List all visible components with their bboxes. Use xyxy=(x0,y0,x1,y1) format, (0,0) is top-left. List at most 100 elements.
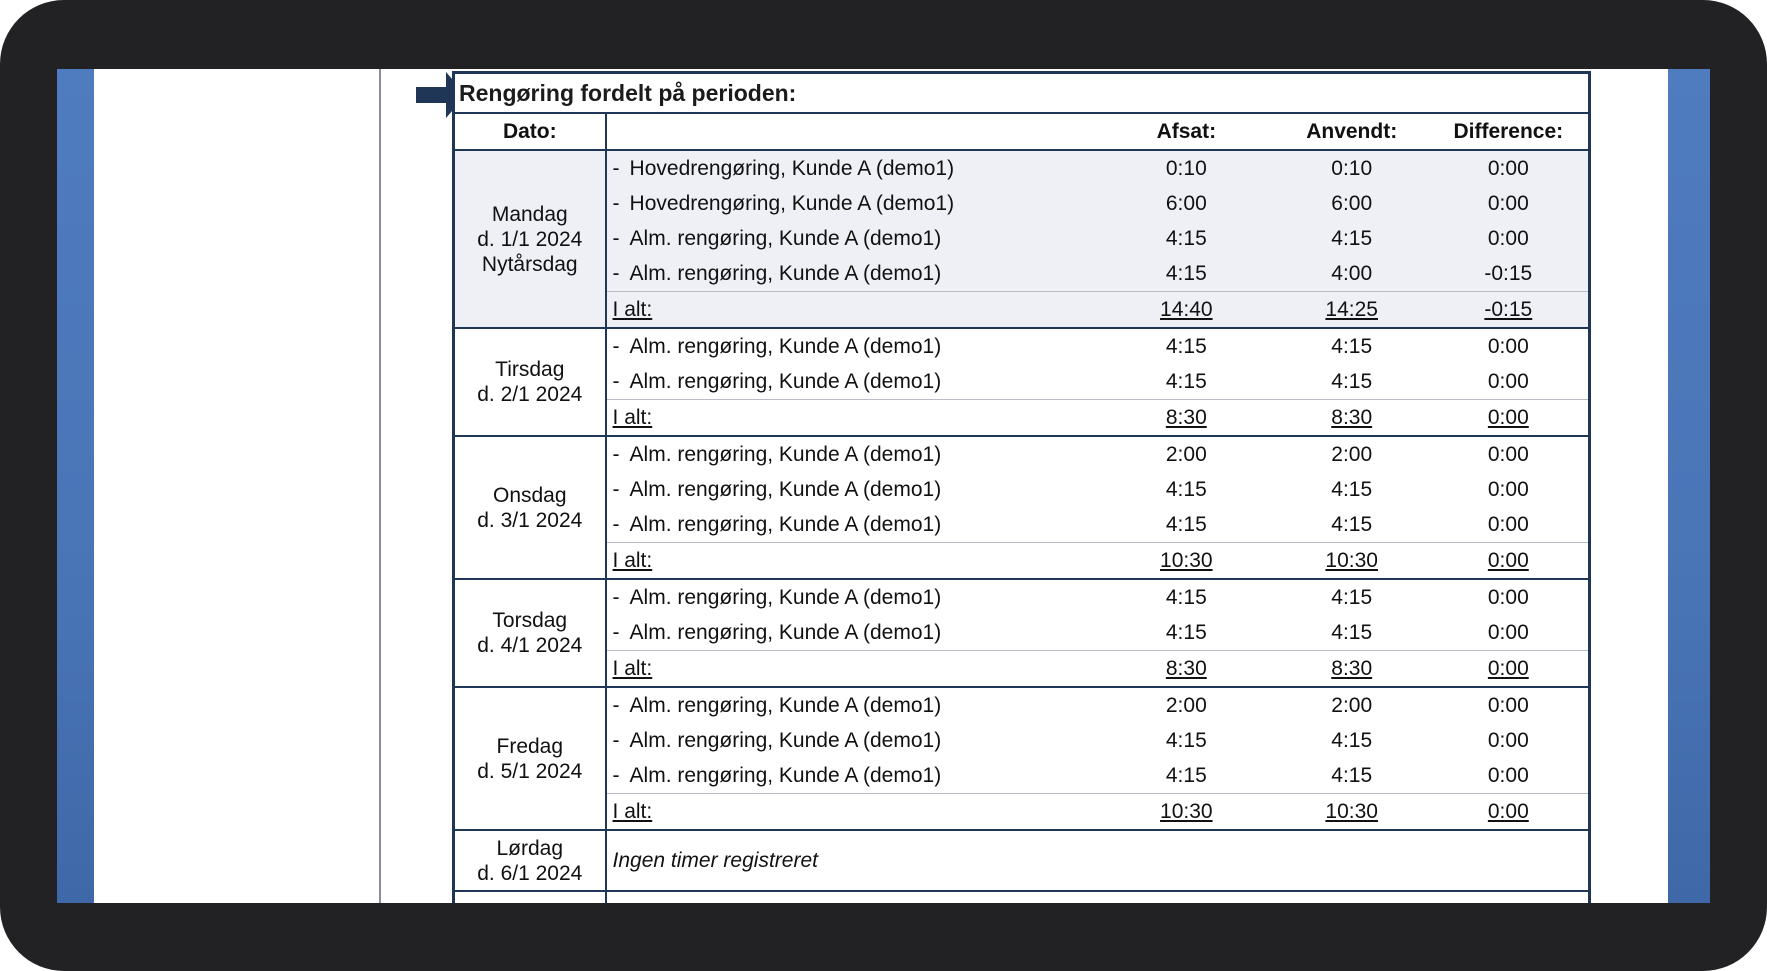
date: d. 5/1 2024 xyxy=(477,759,583,783)
total-label[interactable]: I alt: xyxy=(605,542,1098,579)
task-description: - Hovedrengøring, Kunde A (demo1) xyxy=(605,150,1098,186)
total-diff[interactable]: 0:00 xyxy=(1428,542,1588,579)
day-date-cell: Onsdag d. 3/1 2024 xyxy=(455,435,607,579)
date: d. 3/1 2024 xyxy=(477,508,583,532)
table-row: - Alm. rengøring, Kunde A (demo1) 4:15 4:15… xyxy=(455,758,1588,794)
total-used[interactable]: 10:30 xyxy=(1274,542,1429,579)
total-set[interactable]: 14:40 xyxy=(1097,291,1275,328)
table-row: Mandag d. 1/1 2024 Nytårsdag - Hovedrengørin… xyxy=(455,150,1588,328)
dash-bullet: - xyxy=(612,191,620,215)
report-page: Rengøring fordelt på perioden: Dato: xyxy=(94,69,1668,903)
task-description: - Alm. rengøring, Kunde A (demo1) xyxy=(605,578,1098,615)
total-set[interactable]: 10:30 xyxy=(1097,793,1275,830)
holiday-note: Nytårsdag xyxy=(481,252,578,276)
task-description: - Hovedrengøring, Kunde A (demo1) xyxy=(605,186,1098,221)
header-set: Afsat: xyxy=(1097,114,1275,151)
total-row: I alt: 8:30 8:30 0:00 xyxy=(455,650,1588,687)
day-date-cell: Fredag d. 5/1 2024 xyxy=(455,686,607,830)
table-row: - Alm. rengøring, Kunde A (demo1) 4:15 4:15… xyxy=(455,723,1588,758)
dash-bullet: - xyxy=(612,226,620,250)
time-diff: 0:00 xyxy=(1428,435,1588,472)
dash-bullet: - xyxy=(612,442,620,466)
day-date-cell: Lørdag d. 6/1 2024 xyxy=(455,829,607,891)
time-diff: 0:00 xyxy=(1487,369,1529,393)
weekday: Onsdag xyxy=(492,483,567,507)
time-set: 4:15 xyxy=(1165,763,1207,787)
time-set: 2:00 xyxy=(1097,435,1275,472)
day-date-cell: Tirsdag d. 2/1 2024 xyxy=(455,327,607,436)
total-row: I alt: 14:40 14:25 -0:15 xyxy=(455,291,1588,328)
dash-bullet: - xyxy=(612,763,620,787)
total-set[interactable]: 8:30 xyxy=(1097,399,1275,436)
table-row xyxy=(455,890,1588,903)
task-description: - Alm. rengøring, Kunde A (demo1) xyxy=(606,507,1098,543)
total-diff[interactable]: 0:00 xyxy=(1428,793,1588,830)
task-label: Alm. rengøring, Kunde A (demo1) xyxy=(629,226,942,250)
table-row: Lørdag d. 6/1 2024 Ingen timer registreret xyxy=(455,829,1588,891)
date: d. 4/1 2024 xyxy=(477,634,583,657)
dash-bullet: - xyxy=(612,728,620,752)
header-description xyxy=(605,114,1098,151)
time-used: 4:15 xyxy=(1331,728,1373,752)
task-description: - Alm. rengøring, Kunde A (demo1) xyxy=(606,723,1098,758)
total-label[interactable]: I alt: xyxy=(605,291,1098,328)
time-used: 4:00 xyxy=(1274,256,1429,292)
total-diff[interactable]: -0:15 xyxy=(1428,291,1588,328)
date: d. 6/1 2024 xyxy=(477,861,583,885)
time-diff: 0:00 xyxy=(1428,686,1588,723)
total-diff[interactable]: 0:00 xyxy=(1428,399,1588,436)
total-label[interactable]: I alt: xyxy=(605,650,1098,687)
time-set: 4:15 xyxy=(1097,327,1275,364)
total-row: I alt: 10:30 10:30 0:00 xyxy=(455,793,1588,830)
table-header-row: Dato: Afsat: Anvendt: Difference: xyxy=(455,114,1588,151)
total-set[interactable]: 8:30 xyxy=(1097,650,1275,687)
panel-title: Rengøring fordelt på perioden: xyxy=(455,74,1588,114)
total-used[interactable]: 10:30 xyxy=(1274,793,1429,830)
weekday: Fredag xyxy=(496,734,564,758)
total-used[interactable]: 8:30 xyxy=(1274,650,1429,687)
table-row: Onsdag d. 3/1 2024- Alm. rengøring, Kunde … xyxy=(455,435,1588,579)
time-diff: 0:00 xyxy=(1487,512,1529,536)
task-description: - Alm. rengøring, Kunde A (demo1) xyxy=(605,435,1098,472)
task-label: Alm. rengøring, Kunde A (demo1) xyxy=(629,585,942,609)
task-label: Hovedrengøring, Kunde A (demo1) xyxy=(629,191,955,215)
task-description: - Alm. rengøring, Kunde A (demo1) xyxy=(606,364,1098,400)
time-diff: -0:15 xyxy=(1428,256,1588,292)
left-divider xyxy=(379,69,381,903)
table-row: - Alm. rengøring, Kunde A (demo1) 4:15 4:15… xyxy=(455,364,1588,400)
time-used: 0:10 xyxy=(1274,150,1429,186)
time-used: 2:00 xyxy=(1274,686,1429,723)
total-used[interactable]: 14:25 xyxy=(1274,291,1429,328)
time-diff: 0:00 xyxy=(1428,327,1588,364)
task-label: Alm. rengøring, Kunde A (demo1) xyxy=(629,693,942,717)
next-day-cell xyxy=(455,890,607,903)
task-description: - Alm. rengøring, Kunde A (demo1) xyxy=(605,327,1098,364)
task-label: Alm. rengøring, Kunde A (demo1) xyxy=(629,477,942,501)
time-diff: 0:00 xyxy=(1487,728,1529,752)
task-label: Alm. rengøring, Kunde A (demo1) xyxy=(629,763,942,787)
total-label[interactable]: I alt: xyxy=(605,399,1098,436)
dash-bullet: - xyxy=(612,620,620,644)
time-set: 4:15 xyxy=(1165,728,1207,752)
time-used: 4:15 xyxy=(1274,221,1429,256)
total-used[interactable]: 8:30 xyxy=(1274,399,1429,436)
total-set[interactable]: 10:30 xyxy=(1097,542,1275,579)
table-row: - Alm. rengøring, Kunde A (demo1) 4:15 4:15… xyxy=(455,472,1588,507)
total-label[interactable]: I alt: xyxy=(605,793,1098,830)
total-diff[interactable]: 0:00 xyxy=(1428,650,1588,687)
weekday: Mandag xyxy=(491,202,568,226)
dash-bullet: - xyxy=(612,693,620,717)
table-row: Tirsdag d. 2/1 2024- Alm. rengøring, Kunde… xyxy=(455,327,1588,436)
time-diff: 0:00 xyxy=(1487,620,1529,644)
table-row: - Hovedrengøring, Kunde A (demo1) 6:00 6:00… xyxy=(455,186,1588,221)
cleaning-distribution-panel: Rengøring fordelt på perioden: Dato: xyxy=(452,71,1591,903)
time-diff: 0:00 xyxy=(1428,186,1588,221)
time-set: 4:15 xyxy=(1165,369,1207,393)
task-label: Alm. rengøring, Kunde A (demo1) xyxy=(629,728,942,752)
day-date-cell: Mandag d. 1/1 2024 Nytårsdag xyxy=(455,150,607,328)
time-set: 2:00 xyxy=(1097,686,1275,723)
task-label: Alm. rengøring, Kunde A (demo1) xyxy=(629,620,942,644)
time-diff: 0:00 xyxy=(1428,221,1588,256)
time-used: 4:15 xyxy=(1331,620,1373,644)
